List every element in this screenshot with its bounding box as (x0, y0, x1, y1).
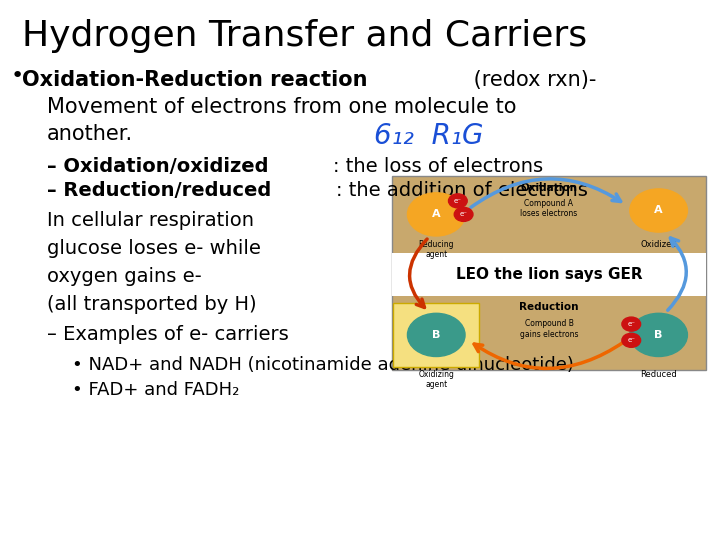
Text: •: • (11, 66, 24, 86)
Text: oxygen gains e-: oxygen gains e- (47, 267, 202, 286)
Text: LEO the lion says GER: LEO the lion says GER (456, 267, 642, 282)
Text: A: A (654, 206, 663, 215)
Circle shape (454, 207, 473, 221)
Text: • FAD+ and FADH₂: • FAD+ and FADH₂ (72, 381, 239, 399)
Text: – Reduction/reduced: – Reduction/reduced (47, 181, 271, 200)
Text: Reduced: Reduced (640, 370, 677, 379)
Text: – Examples of e- carriers: – Examples of e- carriers (47, 325, 289, 344)
Text: : the loss of electrons: : the loss of electrons (333, 157, 543, 176)
Text: e⁻: e⁻ (627, 338, 635, 343)
Circle shape (630, 189, 688, 232)
Text: Movement of electrons from one molecule to: Movement of electrons from one molecule … (47, 97, 516, 117)
Text: (redox rxn)-: (redox rxn)- (467, 70, 597, 90)
Text: another.: another. (47, 124, 133, 144)
FancyArrowPatch shape (667, 238, 686, 310)
Text: Oxidation-Reduction reaction: Oxidation-Reduction reaction (22, 70, 367, 90)
Text: : the addition of electrons: : the addition of electrons (336, 181, 588, 200)
Text: e⁻: e⁻ (627, 321, 635, 327)
FancyBboxPatch shape (392, 253, 706, 296)
Text: Reducing
agent: Reducing agent (418, 240, 454, 259)
Circle shape (449, 194, 467, 208)
Circle shape (622, 317, 641, 331)
Text: A: A (432, 210, 441, 219)
FancyArrowPatch shape (410, 239, 427, 307)
Text: (all transported by H): (all transported by H) (47, 295, 256, 314)
Text: Oxidizing
agent: Oxidizing agent (418, 370, 454, 389)
Text: Oxidized: Oxidized (640, 240, 677, 249)
FancyArrowPatch shape (474, 342, 624, 368)
Text: Oxidation: Oxidation (521, 183, 577, 193)
Text: Compound B
gains electrons: Compound B gains electrons (520, 319, 578, 339)
FancyBboxPatch shape (392, 176, 706, 370)
Text: In cellular respiration: In cellular respiration (47, 211, 254, 229)
Text: glucose loses e- while: glucose loses e- while (47, 239, 261, 258)
Circle shape (630, 313, 688, 356)
Text: e⁻: e⁻ (459, 211, 467, 218)
Circle shape (408, 193, 465, 236)
Circle shape (408, 313, 465, 356)
Text: 6₁₂  R₁G: 6₁₂ R₁G (374, 122, 484, 150)
FancyArrowPatch shape (471, 179, 621, 207)
FancyBboxPatch shape (393, 302, 480, 367)
Circle shape (622, 333, 641, 347)
Text: e⁻: e⁻ (454, 198, 462, 204)
Text: Hydrogen Transfer and Carriers: Hydrogen Transfer and Carriers (22, 19, 587, 53)
Text: B: B (432, 330, 441, 340)
Text: • NAD+ and NADH (nicotinamide adenine dinucleotide): • NAD+ and NADH (nicotinamide adenine di… (72, 356, 574, 374)
Text: – Oxidation/oxidized: – Oxidation/oxidized (47, 157, 269, 176)
Text: Compound A
loses electrons: Compound A loses electrons (521, 199, 577, 218)
Text: B: B (654, 330, 663, 340)
Text: Reduction: Reduction (519, 302, 579, 312)
